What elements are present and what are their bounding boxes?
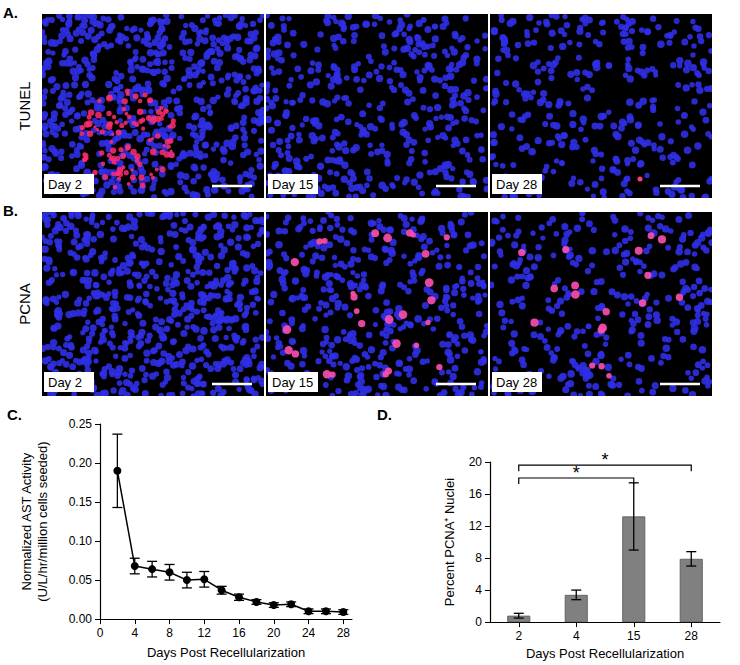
svg-text:4: 4 [573,629,580,643]
svg-text:28: 28 [685,629,699,643]
svg-text:Day 28: Day 28 [496,177,537,192]
svg-text:Day 2: Day 2 [48,375,82,390]
svg-text:8: 8 [166,626,173,640]
svg-text:0.15: 0.15 [69,495,93,509]
svg-text:12: 12 [469,519,483,533]
svg-text:16: 16 [469,487,483,501]
svg-text:20: 20 [469,455,483,469]
svg-text:2: 2 [515,629,522,643]
svg-text:B.: B. [3,202,18,219]
svg-text:PCNA: PCNA [16,283,33,325]
svg-text:Percent PCNA⁺ Nuclei: Percent PCNA⁺ Nuclei [442,478,457,606]
svg-text:4: 4 [475,583,482,597]
svg-text:12: 12 [198,626,212,640]
svg-text:*: * [601,450,608,470]
svg-text:4: 4 [131,626,138,640]
svg-text:Day 15: Day 15 [272,375,313,390]
svg-text:20: 20 [267,626,281,640]
svg-text:28: 28 [337,626,351,640]
svg-text:8: 8 [475,551,482,565]
svg-text:Day 28: Day 28 [496,375,537,390]
svg-text:C.: C. [7,406,22,423]
svg-text:Normalized AST Activity: Normalized AST Activity [19,452,34,590]
svg-text:0: 0 [97,626,104,640]
svg-text:0.05: 0.05 [69,573,93,587]
svg-text:Days Post Recellularization: Days Post Recellularization [147,645,305,660]
svg-text:0.10: 0.10 [69,534,93,548]
svg-text:15: 15 [627,629,641,643]
svg-text:0.20: 0.20 [69,456,93,470]
svg-text:0.25: 0.25 [69,417,93,431]
svg-text:TUNEL: TUNEL [16,81,33,130]
svg-text:24: 24 [302,626,316,640]
svg-text:D.: D. [377,406,392,423]
svg-text:*: * [573,463,580,483]
svg-text:Days Post Recellularization: Days Post Recellularization [526,646,684,661]
svg-text:16: 16 [232,626,246,640]
svg-text:(U/L/hr/million cells seeded): (U/L/hr/million cells seeded) [35,441,50,601]
svg-text:0.00: 0.00 [69,612,93,626]
svg-text:0: 0 [475,615,482,629]
svg-text:A.: A. [3,4,18,21]
svg-text:Day 2: Day 2 [48,177,82,192]
svg-text:Day 15: Day 15 [272,177,313,192]
